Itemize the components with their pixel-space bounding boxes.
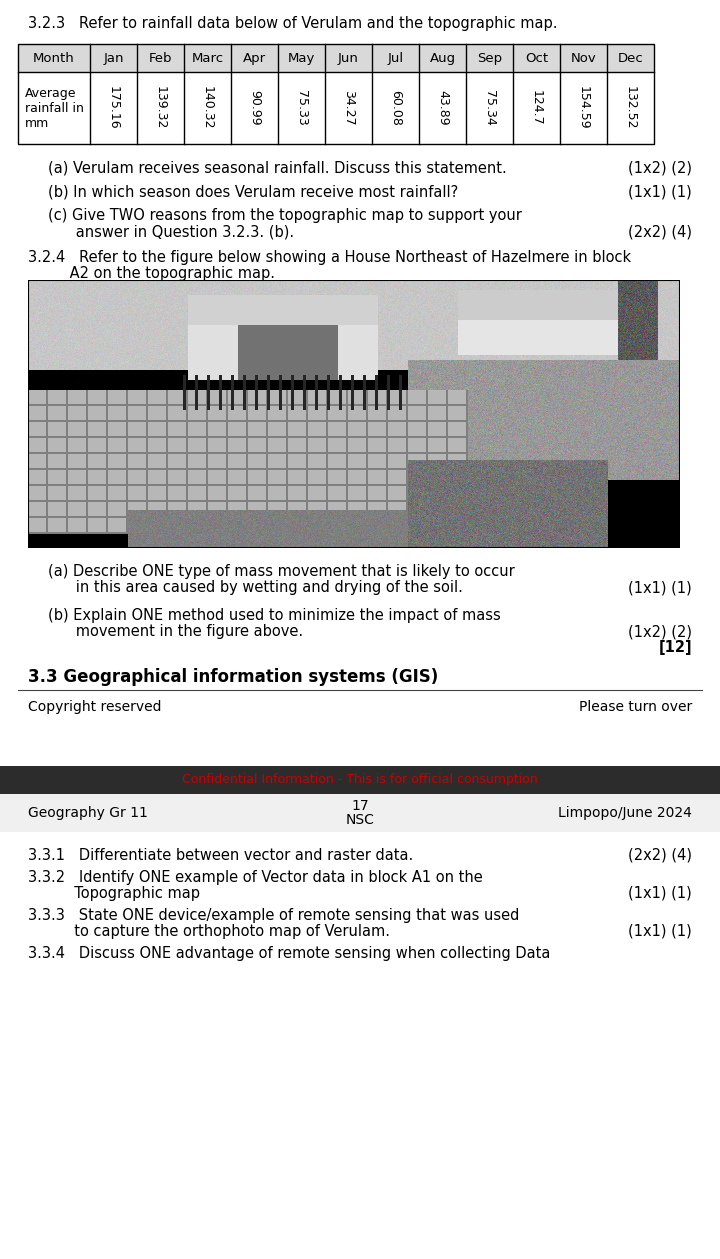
Text: 43.89: 43.89: [436, 91, 449, 126]
Text: (a) Verulam receives seasonal rainfall. Discuss this statement.: (a) Verulam receives seasonal rainfall. …: [48, 160, 507, 175]
Text: (1x2) (2): (1x2) (2): [628, 160, 692, 175]
Text: in this area caused by wetting and drying of the soil.: in this area caused by wetting and dryin…: [48, 580, 463, 596]
Text: 17: 17: [351, 799, 369, 813]
Text: (b) Explain ONE method used to minimize the impact of mass: (b) Explain ONE method used to minimize …: [48, 608, 500, 623]
Text: (b) In which season does Verulam receive most rainfall?: (b) In which season does Verulam receive…: [48, 184, 458, 199]
Text: 3.2.3   Refer to rainfall data below of Verulam and the topographic map.: 3.2.3 Refer to rainfall data below of Ve…: [28, 16, 557, 31]
Text: Jul: Jul: [387, 52, 404, 64]
Text: 139.32: 139.32: [154, 87, 167, 130]
Text: Jun: Jun: [338, 52, 359, 64]
Text: 3.2.4   Refer to the figure below showing a House Northeast of Hazelmere in bloc: 3.2.4 Refer to the figure below showing …: [28, 251, 631, 264]
Text: Topographic map: Topographic map: [28, 886, 200, 901]
Text: Feb: Feb: [149, 52, 172, 64]
Bar: [18, 72, 654, 144]
Text: 3.3.3   State ONE device/example of remote sensing that was used: 3.3.3 State ONE device/example of remote…: [28, 908, 519, 923]
Bar: [28, 279, 680, 548]
Text: 124.7: 124.7: [530, 91, 543, 126]
Text: Jan: Jan: [103, 52, 124, 64]
Text: (a) Describe ONE type of mass movement that is likely to occur: (a) Describe ONE type of mass movement t…: [48, 564, 515, 579]
Bar: [0, 765, 720, 794]
Text: NSC: NSC: [346, 813, 374, 827]
Text: Confidential Information - This is for official consumption: Confidential Information - This is for o…: [182, 773, 538, 787]
Text: 34.27: 34.27: [342, 91, 355, 126]
Text: Average
rainfall in
mm: Average rainfall in mm: [24, 87, 84, 130]
Text: (1x1) (1): (1x1) (1): [629, 886, 692, 901]
Text: [12]: [12]: [658, 640, 692, 655]
Text: 75.33: 75.33: [295, 91, 308, 126]
Text: A2 on the topographic map.: A2 on the topographic map.: [28, 266, 275, 281]
Text: answer in Question 3.2.3. (b).: answer in Question 3.2.3. (b).: [48, 224, 294, 239]
Text: Geography Gr 11: Geography Gr 11: [28, 806, 148, 820]
Text: (1x1) (1): (1x1) (1): [629, 184, 692, 199]
Bar: [0, 794, 720, 832]
Text: Apr: Apr: [243, 52, 266, 64]
Text: (1x1) (1): (1x1) (1): [629, 580, 692, 596]
Text: to capture the orthophoto map of Verulam.: to capture the orthophoto map of Verulam…: [28, 924, 390, 939]
Text: 132.52: 132.52: [624, 87, 637, 130]
Text: Month: Month: [33, 52, 75, 64]
Text: 3.3 Geographical information systems (GIS): 3.3 Geographical information systems (GI…: [28, 669, 438, 686]
Text: Sep: Sep: [477, 52, 502, 64]
Text: (2x2) (4): (2x2) (4): [628, 224, 692, 239]
Text: (c) Give TWO reasons from the topographic map to support your: (c) Give TWO reasons from the topographi…: [48, 208, 522, 223]
Text: Copyright reserved: Copyright reserved: [28, 700, 161, 714]
Text: 75.34: 75.34: [483, 91, 496, 126]
Text: 60.08: 60.08: [389, 91, 402, 126]
Text: 154.59: 154.59: [577, 86, 590, 130]
Text: Aug: Aug: [429, 52, 456, 64]
Bar: [18, 44, 654, 144]
Text: 140.32: 140.32: [201, 87, 214, 130]
Text: (1x2) (2): (1x2) (2): [628, 624, 692, 640]
Text: May: May: [288, 52, 315, 64]
Bar: [18, 44, 654, 72]
Bar: [0, 728, 720, 765]
Text: 3.3.4   Discuss ONE advantage of remote sensing when collecting Data: 3.3.4 Discuss ONE advantage of remote se…: [28, 946, 550, 961]
Text: Oct: Oct: [525, 52, 548, 64]
Text: (1x1) (1): (1x1) (1): [629, 924, 692, 939]
Text: 3.3.1   Differentiate between vector and raster data.: 3.3.1 Differentiate between vector and r…: [28, 849, 413, 862]
Text: (2x2) (4): (2x2) (4): [628, 849, 692, 862]
Text: movement in the figure above.: movement in the figure above.: [48, 624, 303, 640]
Text: Limpopo/June 2024: Limpopo/June 2024: [558, 806, 692, 820]
Text: Please turn over: Please turn over: [579, 700, 692, 714]
Text: Marc: Marc: [192, 52, 224, 64]
Text: Nov: Nov: [571, 52, 596, 64]
Text: Dec: Dec: [618, 52, 644, 64]
Text: 3.3.2   Identify ONE example of Vector data in block A1 on the: 3.3.2 Identify ONE example of Vector dat…: [28, 870, 482, 885]
Text: 90.99: 90.99: [248, 91, 261, 126]
Text: 175.16: 175.16: [107, 86, 120, 130]
